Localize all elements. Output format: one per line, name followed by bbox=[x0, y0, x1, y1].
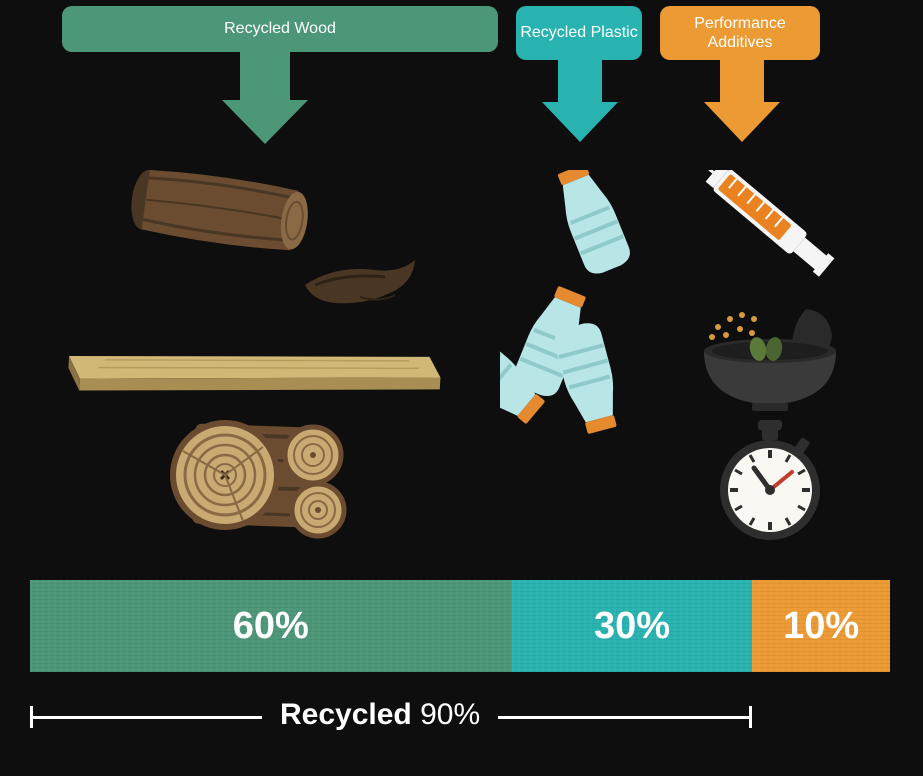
bar-segment-plastic: 30% bbox=[512, 580, 753, 672]
log-stack-icon bbox=[173, 423, 344, 536]
bar-plastic-pct: 30% bbox=[594, 605, 670, 648]
plastic-icons bbox=[500, 170, 670, 550]
recycled-pct: 90% bbox=[420, 698, 480, 731]
wood-icons bbox=[60, 160, 490, 560]
log-icon bbox=[127, 165, 311, 255]
tab-additives: Performance Additives bbox=[660, 6, 820, 60]
recycled-word: Recycled bbox=[280, 698, 412, 731]
bar-segment-wood: 60% bbox=[30, 580, 512, 672]
bottle-icon bbox=[549, 170, 634, 278]
tab-additives-label: Performance Additives bbox=[660, 14, 820, 52]
tab-wood: Recycled Wood bbox=[62, 6, 498, 52]
bar-segment-additives: 10% bbox=[752, 580, 890, 672]
arrow-additives-stem bbox=[720, 60, 764, 102]
additives-icons: skip bbox=[670, 170, 870, 550]
bracket-right-tick bbox=[749, 706, 752, 728]
bar-wood-pct: 60% bbox=[233, 605, 309, 648]
tab-plastic-label: Recycled Plastic bbox=[520, 23, 637, 42]
arrow-wood-tip bbox=[222, 100, 308, 144]
arrow-plastic-stem bbox=[558, 60, 602, 102]
syringe-icon bbox=[687, 170, 835, 278]
tab-wood-label: Recycled Wood bbox=[224, 19, 336, 38]
arrow-additives-tip bbox=[704, 102, 780, 142]
tab-plastic: Recycled Plastic bbox=[516, 6, 642, 60]
plank-icon bbox=[67, 338, 441, 409]
stopwatch-icon: skip bbox=[720, 420, 820, 540]
branch-icon bbox=[305, 260, 415, 303]
arrow-plastic-tip bbox=[542, 102, 618, 142]
composition-bar: 60% 30% 10% bbox=[30, 580, 890, 672]
arrow-wood-stem bbox=[240, 52, 290, 100]
mortar-icon bbox=[704, 309, 836, 411]
bar-additives-pct: 10% bbox=[783, 605, 859, 648]
recycled-total-label: Recycled 90% bbox=[262, 698, 498, 732]
